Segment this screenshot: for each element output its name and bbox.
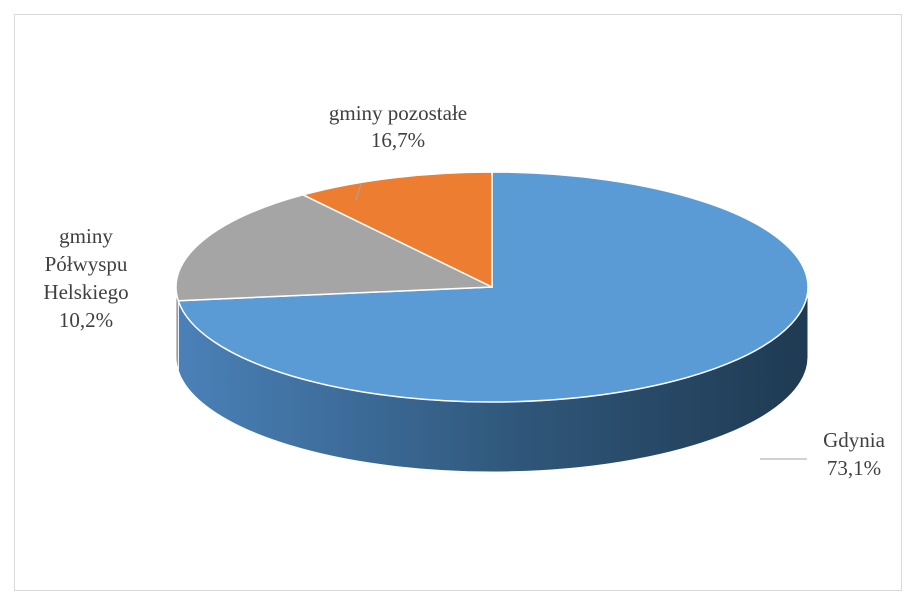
data-label-line: 73,1% <box>827 456 881 480</box>
data-labels: Gdynia 73,1% gminy pozostałe 16,7% gminy Półw… <box>43 101 885 480</box>
data-label-1: gminy pozostałe 16,7% <box>329 101 467 152</box>
data-label-line: Helskiego <box>43 280 128 304</box>
pie-slice-1 <box>175 194 493 302</box>
data-label-2: gminy Półwyspu Helskiego 10,2% <box>43 224 128 332</box>
data-label-line: Gdynia <box>823 428 886 452</box>
pie-slice-2 <box>300 171 493 289</box>
data-label-line: 10,2% <box>59 308 113 332</box>
leader-line-1 <box>355 183 362 201</box>
leader-lines <box>355 183 807 460</box>
data-label-line: 16,7% <box>371 128 425 152</box>
data-label-line: gminy <box>59 224 113 248</box>
pie-top-group <box>175 171 809 403</box>
data-label-line: Półwyspu <box>45 252 128 276</box>
data-label-0: Gdynia 73,1% <box>823 428 886 480</box>
pie-slice-0 <box>177 171 809 403</box>
data-label-line: gminy pozostałe <box>329 101 467 125</box>
